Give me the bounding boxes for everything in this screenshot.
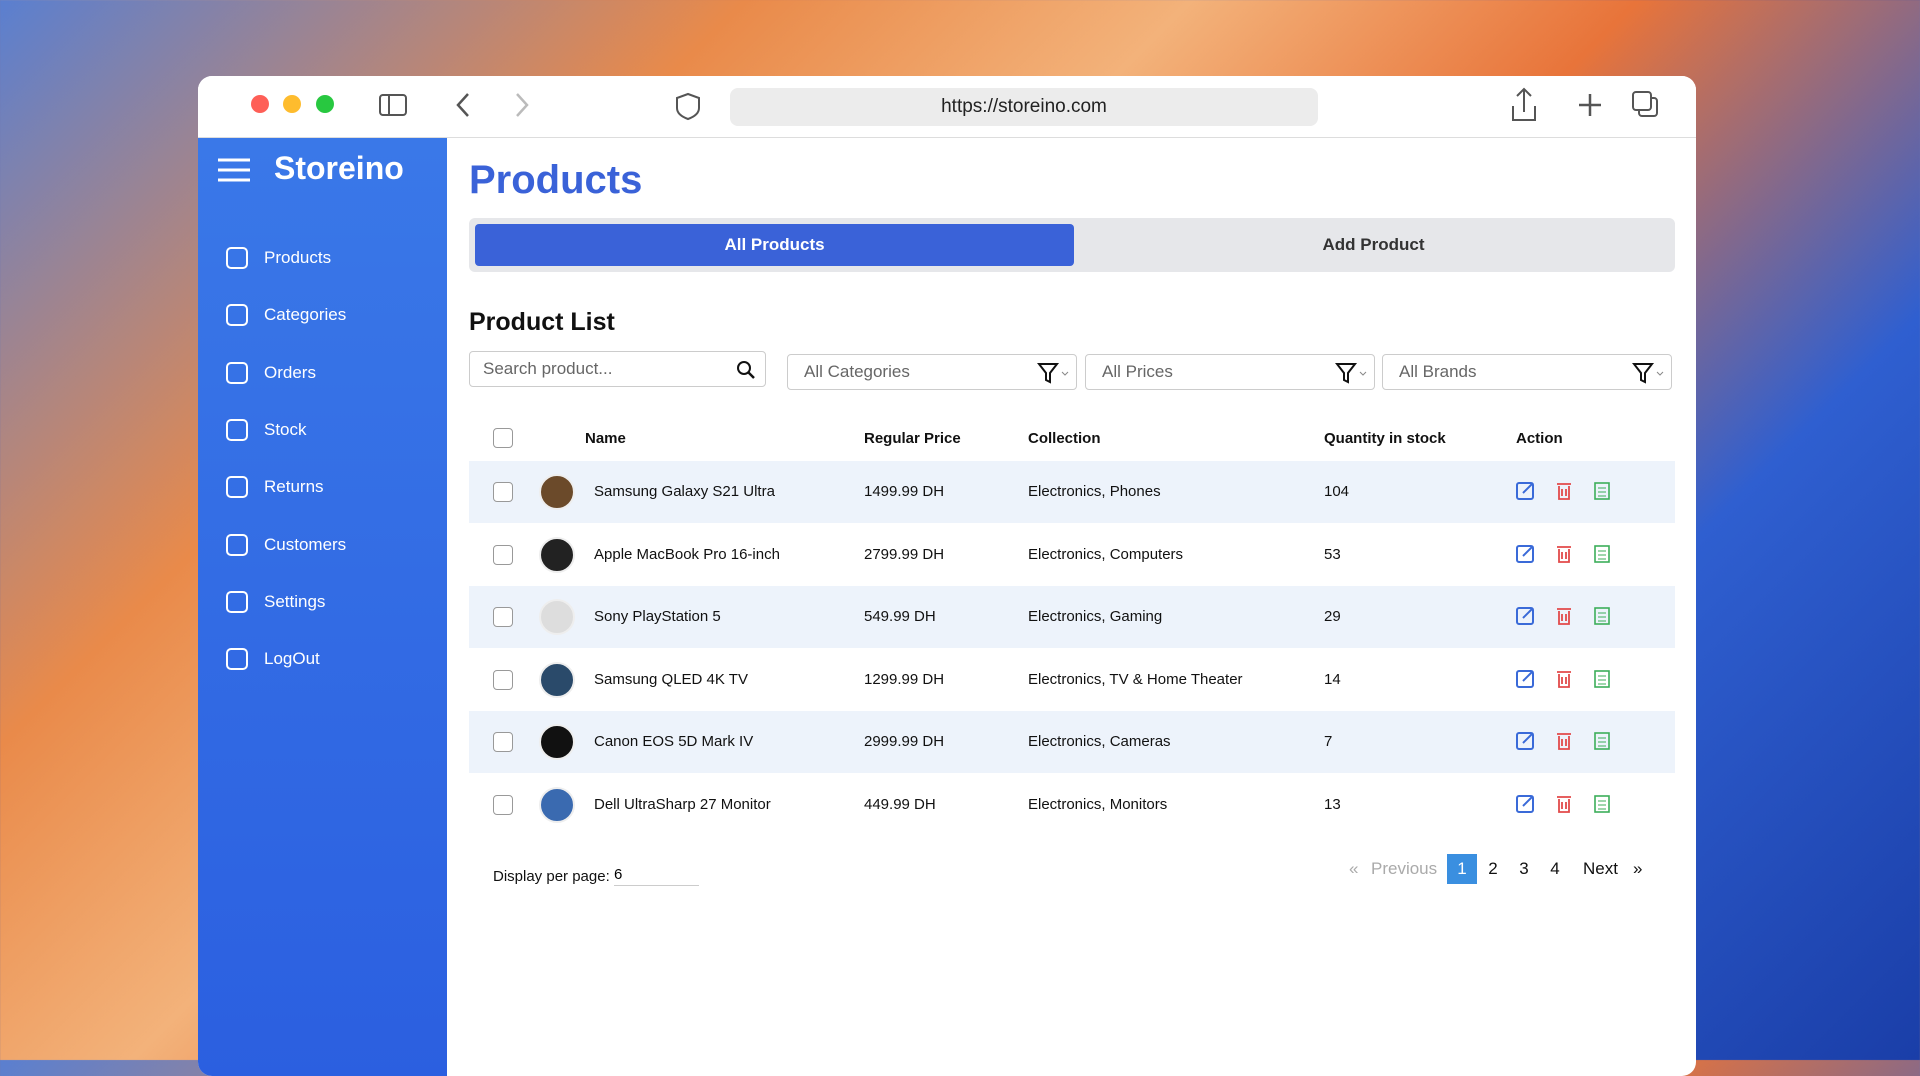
filter-icon — [1631, 362, 1668, 389]
cell: Electronics, TV & Home Theater — [1028, 670, 1243, 688]
row-checkbox[interactable] — [493, 607, 513, 627]
nav-item[interactable]: Stock — [264, 419, 307, 439]
cell: Canon EOS 5D Mark IV — [594, 733, 754, 750]
filter[interactable]: All Prices — [1085, 354, 1375, 390]
product-image — [539, 661, 575, 698]
nav-item[interactable]: LogOut — [264, 649, 320, 669]
filter-icon — [1036, 362, 1073, 389]
cell: Samsung QLED 4K TV — [594, 670, 748, 688]
row-checkbox[interactable] — [493, 669, 513, 690]
per-page-value[interactable]: 6 — [614, 866, 699, 886]
browser-window: https://storeino.com Storeino Products Ca… — [198, 76, 1696, 1076]
cell: Apple MacBook Pro 16-inch — [594, 545, 780, 563]
cell: 1499.99 DH — [864, 483, 945, 500]
actions[interactable] — [1515, 542, 1615, 571]
nav-item[interactable]: Customers — [264, 534, 347, 554]
next-icon: » — [1633, 859, 1643, 878]
cell: 104 — [1324, 483, 1350, 500]
filter[interactable]: All Brands — [1382, 354, 1672, 390]
product-image — [539, 599, 575, 635]
column-header: Name — [585, 430, 626, 447]
cell: 2799.99 DH — [864, 545, 945, 563]
search[interactable]: Search product... — [469, 351, 766, 387]
column-header: Collection — [1028, 430, 1101, 447]
nav-item[interactable]: Orders — [264, 362, 316, 382]
nav-icon — [224, 417, 250, 448]
page-number[interactable]: 2 — [1488, 859, 1498, 878]
cell: 1299.99 DH — [864, 670, 945, 688]
column-header: Regular Price — [864, 430, 961, 447]
sidebar: Storeino Products Categories Orders Stock Re… — [198, 138, 447, 1076]
cell: 549.99 DH — [864, 608, 936, 625]
actions[interactable] — [1515, 792, 1615, 821]
search-icon — [736, 360, 756, 385]
actions[interactable] — [1515, 729, 1615, 758]
product-image — [539, 536, 575, 573]
actions[interactable] — [1515, 604, 1615, 633]
cell: 2999.99 DH — [864, 733, 945, 750]
page-title: Products — [469, 158, 643, 202]
nav-icon — [224, 302, 250, 333]
column-header: Action — [1516, 430, 1563, 447]
nav-icon — [224, 646, 250, 677]
address-bar[interactable]: https://storeino.com — [730, 88, 1318, 126]
cell: 13 — [1324, 795, 1341, 813]
cell: 7 — [1324, 733, 1333, 750]
row-checkbox[interactable] — [493, 482, 513, 502]
row-checkbox[interactable] — [493, 732, 513, 752]
cell: Electronics, Computers — [1028, 545, 1184, 563]
cell: Electronics, Phones — [1028, 483, 1161, 500]
nav-item[interactable]: Returns — [264, 477, 324, 497]
cell: 14 — [1324, 670, 1341, 688]
cell: 53 — [1324, 545, 1341, 563]
toolbar: https://storeino.com — [198, 76, 1696, 138]
actions[interactable] — [1515, 667, 1615, 696]
header-checkbox — [493, 428, 513, 448]
next[interactable]: Next — [1583, 859, 1618, 878]
nav-icon — [224, 589, 250, 620]
menu-icon[interactable] — [216, 156, 252, 186]
nav-icon — [224, 360, 250, 391]
row-checkbox[interactable] — [493, 544, 513, 565]
nav-icon — [224, 474, 250, 505]
nav-item[interactable]: Products — [264, 248, 332, 267]
brand: Storeino — [274, 150, 404, 186]
product-image — [539, 724, 575, 760]
cell: Dell UltraSharp 27 Monitor — [594, 795, 771, 813]
product-image — [539, 474, 575, 510]
page-number[interactable]: 4 — [1550, 859, 1560, 878]
row-bg — [469, 711, 1675, 773]
tab-active[interactable]: All Products — [475, 224, 1074, 266]
nav-item[interactable]: Settings — [264, 591, 326, 611]
page-number[interactable]: 1 — [1447, 854, 1477, 884]
cell: Electronics, Monitors — [1028, 795, 1168, 813]
main: Products All Products Add Product Product L… — [447, 138, 1696, 1076]
row-bg — [469, 586, 1675, 648]
column-header: Quantity in stock — [1324, 430, 1446, 447]
row-bg — [469, 461, 1675, 523]
cell: Electronics, Gaming — [1028, 608, 1163, 625]
product-image — [539, 786, 575, 823]
filter-icon — [1334, 362, 1371, 389]
toolbar-icons — [251, 87, 1658, 121]
tab[interactable]: Add Product — [1322, 235, 1425, 254]
cell: 449.99 DH — [864, 795, 936, 813]
cell: Samsung Galaxy S21 Ultra — [594, 483, 775, 500]
cell: Sony PlayStation 5 — [594, 608, 721, 625]
actions[interactable] — [1515, 479, 1615, 508]
cell: 29 — [1324, 608, 1341, 625]
nav-icon — [224, 532, 250, 563]
section-title: Product List — [469, 308, 615, 336]
cell: Electronics, Cameras — [1028, 733, 1171, 750]
nav-item[interactable]: Categories — [264, 305, 347, 325]
filter[interactable]: All Categories — [787, 354, 1077, 390]
prev-icon: « — [1349, 859, 1359, 878]
nav-icon — [224, 245, 250, 276]
per-page-label: Display per page: — [493, 868, 610, 885]
page-number[interactable]: 3 — [1519, 859, 1529, 878]
row-checkbox[interactable] — [493, 794, 513, 815]
prev[interactable]: Previous — [1371, 859, 1438, 878]
